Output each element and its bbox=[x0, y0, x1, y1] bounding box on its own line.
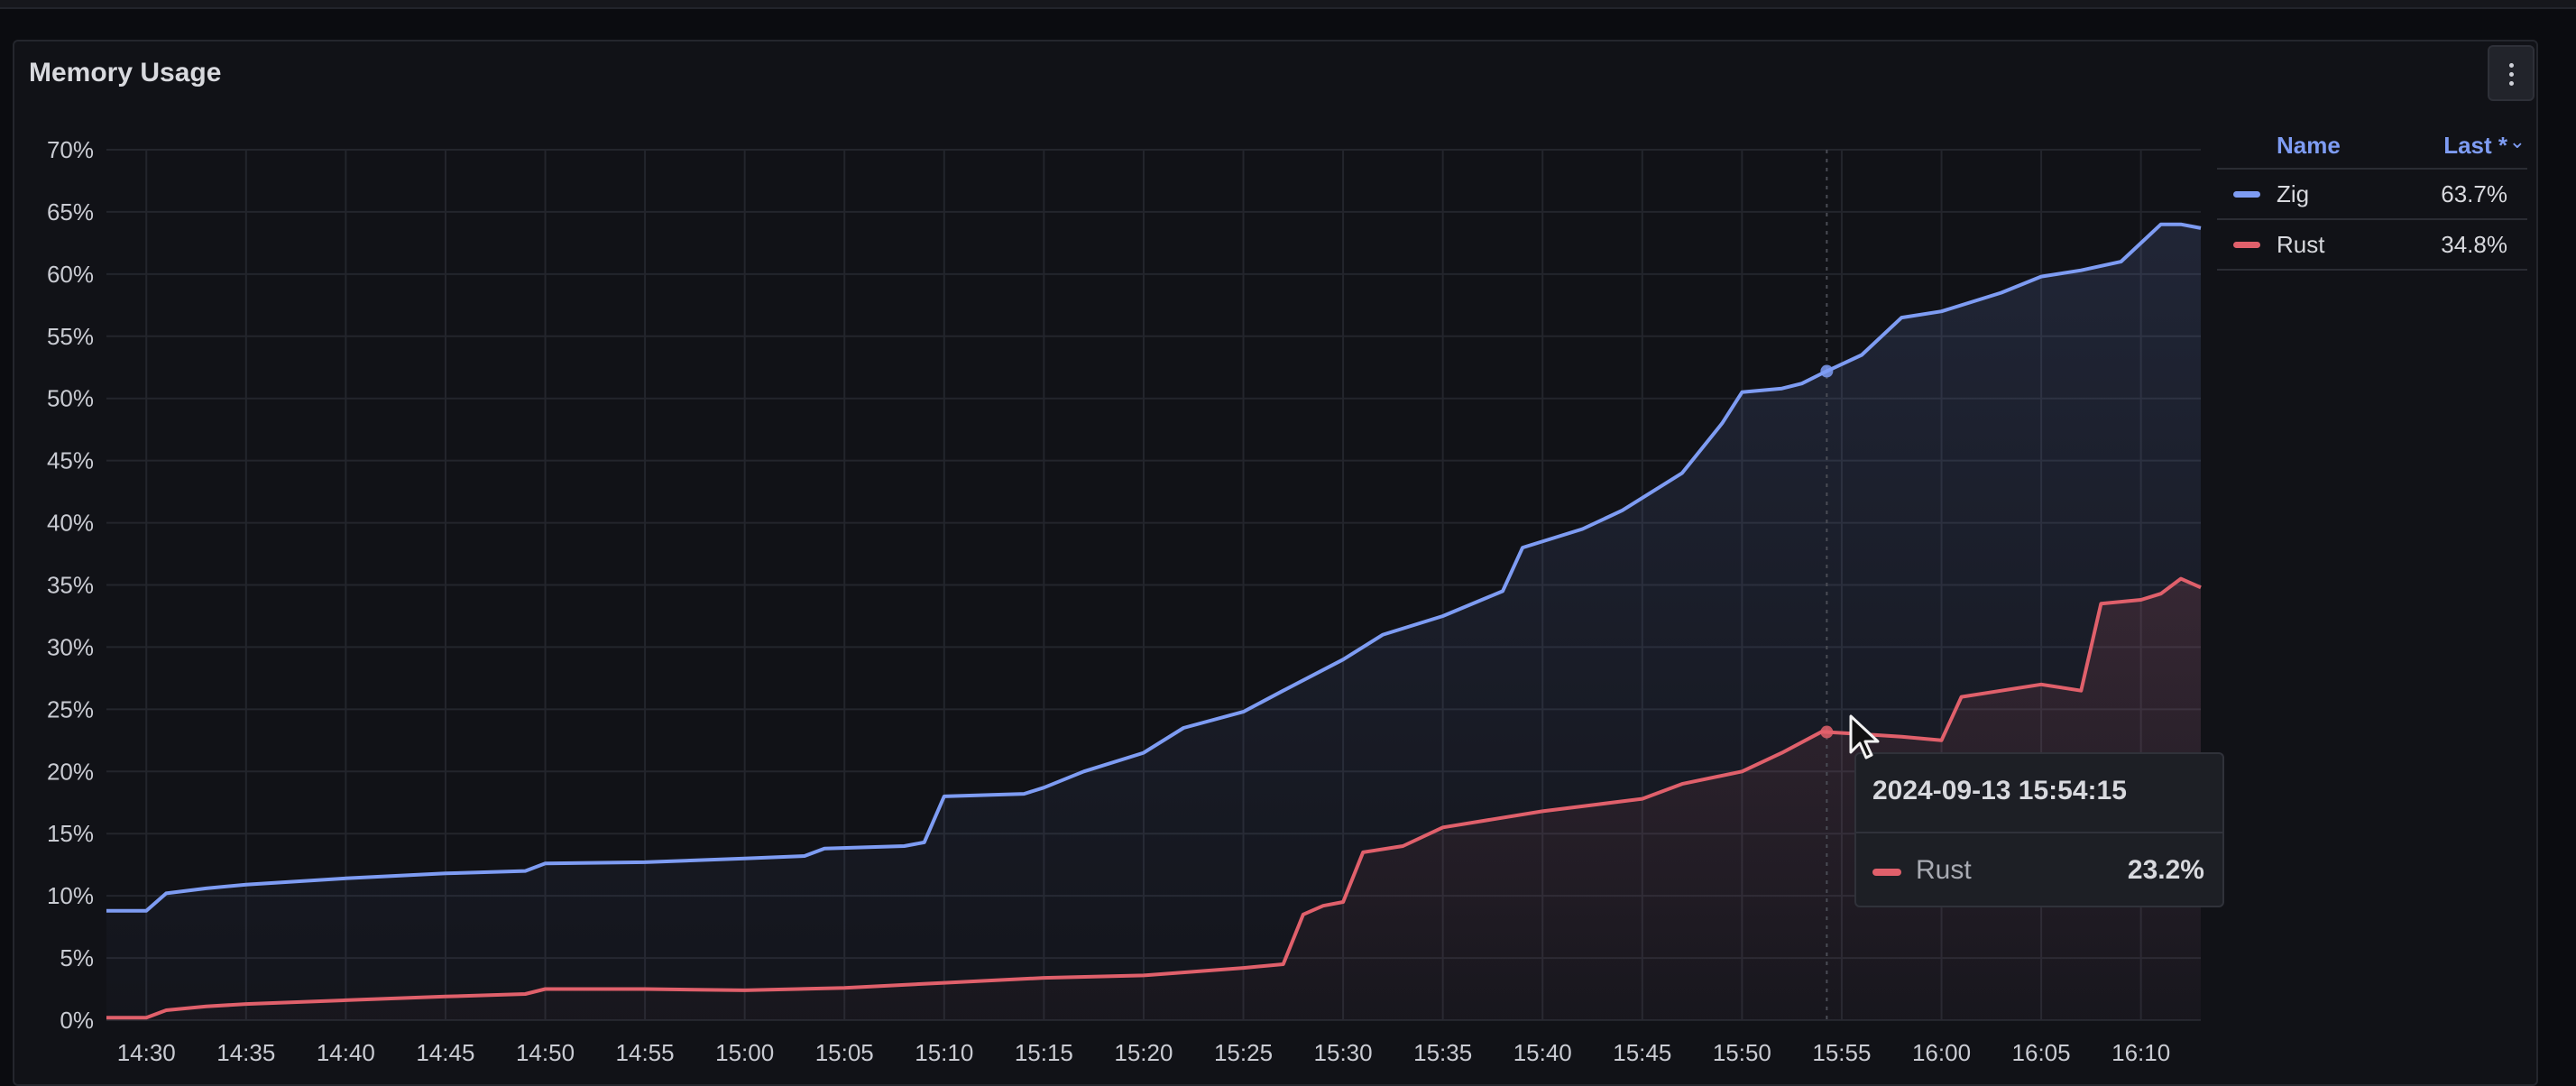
y-axis-ticks: 0% 5% 10% 15% 20% 25% 30% 35% 40% 45% 50% 55% 60% 65%… bbox=[47, 136, 94, 1034]
panel-title: Memory Usage bbox=[29, 58, 222, 87]
hover-tooltip: 2024-09-13 15:54:15 Rust 23.2% bbox=[1854, 752, 2224, 907]
x-tick-label: 14:50 bbox=[516, 1039, 575, 1066]
x-tick-label: 15:40 bbox=[1513, 1039, 1572, 1066]
y-tick-label: 70% bbox=[47, 136, 94, 163]
y-tick-label: 10% bbox=[47, 882, 94, 909]
tooltip-series-name: Rust bbox=[1916, 855, 1972, 885]
y-tick-label: 0% bbox=[60, 1007, 94, 1034]
legend-row-zig[interactable]: Zig 63.7% bbox=[2217, 170, 2527, 220]
top-bar bbox=[0, 0, 2576, 9]
legend-header-name[interactable]: Name bbox=[2277, 132, 2341, 159]
y-tick-label: 35% bbox=[47, 572, 94, 599]
x-tick-label: 16:10 bbox=[2111, 1039, 2170, 1066]
y-tick-label: 60% bbox=[47, 261, 94, 288]
y-tick-label: 65% bbox=[47, 198, 94, 225]
hover-point-zig bbox=[1820, 364, 1834, 378]
x-tick-label: 15:45 bbox=[1613, 1039, 1671, 1066]
x-tick-label: 15:50 bbox=[1713, 1039, 1771, 1066]
series-line-rust bbox=[106, 576, 2202, 1020]
legend-name-rust: Rust bbox=[2277, 231, 2325, 258]
tooltip-divider bbox=[1856, 832, 2222, 833]
y-tick-label: 40% bbox=[47, 510, 94, 537]
x-axis-ticks: 14:30 14:35 14:40 14:45 14:50 14:55 15:00 15:05… bbox=[117, 1039, 2171, 1066]
mouse-pointer-icon bbox=[1849, 714, 1880, 759]
y-tick-label: 45% bbox=[47, 447, 94, 474]
y-tick-label: 20% bbox=[47, 758, 94, 785]
tooltip-value: 23.2% bbox=[2127, 855, 2204, 885]
series-area-rust bbox=[106, 578, 2201, 1020]
x-tick-label: 14:45 bbox=[416, 1039, 474, 1066]
x-tick-label: 15:05 bbox=[815, 1039, 874, 1066]
legend-name-zig: Zig bbox=[2277, 180, 2310, 207]
x-tick-label: 15:25 bbox=[1214, 1039, 1273, 1066]
chevron-down-icon[interactable]: ⌄ bbox=[2508, 130, 2525, 152]
y-tick-label: 25% bbox=[47, 695, 94, 722]
legend-value-zig: 63.7% bbox=[2441, 180, 2507, 207]
x-tick-label: 15:10 bbox=[915, 1039, 973, 1066]
x-tick-label: 14:35 bbox=[216, 1039, 275, 1066]
y-tick-label: 50% bbox=[47, 385, 94, 412]
x-tick-label: 14:55 bbox=[616, 1039, 675, 1066]
panel-menu-button[interactable] bbox=[2488, 45, 2535, 101]
legend-header-last[interactable]: Last * bbox=[2443, 132, 2507, 159]
legend-swatch-zig bbox=[2233, 191, 2260, 198]
x-tick-label: 14:40 bbox=[317, 1039, 375, 1066]
x-tick-label: 16:05 bbox=[2012, 1039, 2071, 1066]
x-tick-label: 15:15 bbox=[1015, 1039, 1073, 1066]
x-tick-label: 16:00 bbox=[1912, 1039, 1971, 1066]
series-areas bbox=[106, 224, 2201, 1020]
tooltip-time: 2024-09-13 15:54:15 bbox=[1872, 776, 2127, 805]
y-tick-label: 55% bbox=[47, 323, 94, 350]
legend-header: Name Last * ⌄ bbox=[2217, 126, 2527, 170]
x-tick-label: 15:35 bbox=[1413, 1039, 1472, 1066]
hover-point-rust bbox=[1820, 725, 1834, 739]
legend-value-rust: 34.8% bbox=[2441, 231, 2507, 258]
y-tick-label: 5% bbox=[60, 944, 94, 971]
series-lines bbox=[106, 222, 2202, 1020]
x-tick-label: 15:00 bbox=[715, 1039, 774, 1066]
tooltip-swatch bbox=[1872, 869, 1901, 876]
x-tick-label: 15:55 bbox=[1812, 1039, 1871, 1066]
x-tick-label: 15:20 bbox=[1114, 1039, 1173, 1066]
series-line-zig bbox=[106, 222, 2202, 913]
legend-swatch-rust bbox=[2233, 242, 2260, 248]
y-tick-label: 15% bbox=[47, 820, 94, 847]
x-tick-label: 14:30 bbox=[117, 1039, 176, 1066]
y-tick-label: 30% bbox=[47, 633, 94, 660]
x-tick-label: 15:30 bbox=[1314, 1039, 1373, 1066]
legend-table: Name Last * ⌄ Zig 63.7% Rust 34.8% bbox=[2217, 126, 2527, 271]
legend-row-rust[interactable]: Rust 34.8% bbox=[2217, 220, 2527, 271]
